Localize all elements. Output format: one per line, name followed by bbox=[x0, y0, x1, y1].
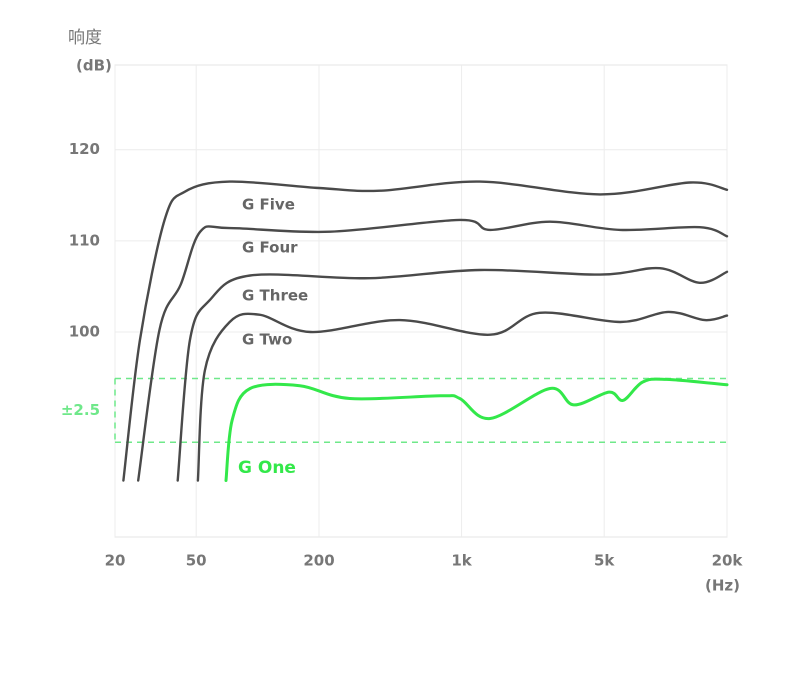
x-unit: (Hz) bbox=[705, 577, 740, 595]
band-label: ±2.5 bbox=[61, 401, 100, 419]
plot-frame bbox=[114, 64, 728, 538]
response-curve bbox=[176, 266, 729, 482]
x-tick-label: 50 bbox=[186, 552, 207, 570]
y-unit: (dB) bbox=[76, 57, 112, 75]
x-tick-label: 20k bbox=[712, 552, 744, 570]
response-curve bbox=[122, 180, 729, 482]
y-tick-label: 110 bbox=[69, 231, 100, 249]
y-tick-label: 120 bbox=[69, 140, 100, 158]
y-tick-label: 100 bbox=[69, 322, 100, 340]
x-tick-label: 20 bbox=[105, 552, 126, 570]
series-label: G One bbox=[238, 458, 296, 478]
x-tick-label: 200 bbox=[303, 552, 334, 570]
series-label: G Two bbox=[242, 331, 292, 349]
response-curve bbox=[224, 377, 729, 482]
series-label: G Four bbox=[242, 239, 298, 257]
series-label: G Five bbox=[242, 196, 295, 214]
series-label: G Three bbox=[242, 287, 308, 305]
response-curve bbox=[137, 218, 729, 482]
y-title: 响度 bbox=[68, 28, 102, 48]
x-tick-label: 1k bbox=[451, 552, 472, 570]
response-curve bbox=[196, 310, 729, 482]
x-tick-label: 5k bbox=[594, 552, 615, 570]
